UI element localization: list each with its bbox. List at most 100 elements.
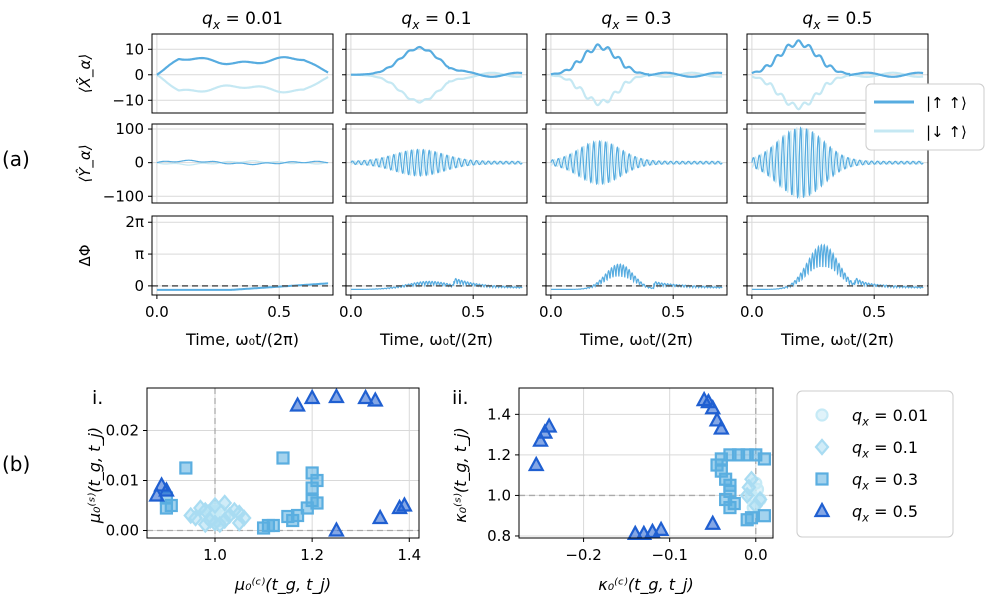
data-point-triangle bbox=[357, 388, 374, 405]
legend-marker-circle bbox=[815, 408, 829, 422]
xtick-label: 0.5 bbox=[267, 303, 291, 321]
axes-frame bbox=[345, 33, 528, 114]
data-point-square bbox=[744, 511, 759, 525]
series-down-up-line bbox=[550, 139, 723, 186]
panel-a-grid: qx = 0.01100−10⟨X̂_α⟩1000−100⟨Ŷ_α⟩2ππ0ΔΦ… bbox=[75, 9, 929, 349]
scatter-ylabel: κ₀⁽ˢ⁾(t_g, t_j) bbox=[451, 427, 471, 522]
ytick-label: 2π bbox=[125, 213, 144, 231]
data-point-triangle bbox=[158, 481, 175, 497]
scatter-ylabel: μ₀⁽ˢ⁾(t_g, t_j) bbox=[85, 427, 105, 524]
panel-b-legend: qx = 0.01 qx = 0.1 qx = 0.3 qx = 0.5 bbox=[796, 390, 954, 538]
ytick-label: 0.00 bbox=[106, 522, 139, 540]
series-square bbox=[159, 451, 324, 535]
data-point-square bbox=[723, 478, 737, 492]
legend-b-box bbox=[796, 390, 954, 538]
legend-marker-triangle bbox=[813, 501, 831, 518]
data-point-square bbox=[310, 496, 324, 510]
legend-marker-square bbox=[815, 472, 829, 486]
panel-b-scatter-plots: 1.0 1.2 1.4 0.00 0.01 0.02i. μ₀⁽ᶜ⁾(t_g, t_j) μ₀… bbox=[85, 387, 774, 595]
time-xlabel: Time, ω₀t/(2π) bbox=[579, 330, 693, 349]
ytick-label: 1.4 bbox=[487, 405, 511, 423]
column-title-2: qx = 0.3 bbox=[601, 9, 671, 32]
data-point-diamond bbox=[231, 514, 247, 532]
column-title-1: qx = 0.1 bbox=[401, 9, 471, 32]
series-triangle bbox=[148, 387, 413, 537]
time-xlabel: Time, ω₀t/(2π) bbox=[780, 330, 894, 349]
xtick-label: −0.2 bbox=[565, 546, 601, 564]
ytick-label: 0.01 bbox=[106, 472, 139, 490]
phase-difference-line bbox=[751, 243, 924, 290]
xtick-label: 0.0 bbox=[740, 303, 764, 321]
subpanel-label: ii. bbox=[452, 387, 469, 409]
ytick-label: 0.02 bbox=[106, 422, 139, 440]
axes-frame bbox=[746, 33, 929, 114]
xtick-label: 1.0 bbox=[203, 546, 227, 564]
series-down-up-line bbox=[751, 126, 924, 200]
data-point-triangle bbox=[289, 396, 306, 412]
subplot-r0-c1 bbox=[342, 33, 528, 114]
data-point-triangle bbox=[303, 388, 321, 405]
axes-frame bbox=[545, 123, 728, 204]
axes-frame bbox=[345, 123, 528, 204]
phase-difference-line bbox=[156, 282, 329, 291]
subplot-r0-c2 bbox=[542, 33, 728, 114]
series-up-up-line bbox=[550, 140, 723, 186]
data-point-square bbox=[727, 496, 741, 511]
data-point-triangle bbox=[148, 486, 166, 502]
ytick-label: 100 bbox=[115, 120, 144, 138]
axes-frame bbox=[746, 123, 929, 204]
legend-up-up-label: |↑ ↑⟩ bbox=[926, 94, 967, 112]
row-ylabel-2: ΔΦ bbox=[76, 244, 94, 266]
axes-frame bbox=[151, 33, 334, 114]
data-point-triangle bbox=[328, 521, 345, 537]
data-point-triangle bbox=[712, 419, 730, 435]
legend-label-circle: qx = 0.01 bbox=[852, 406, 928, 428]
ytick-label: −100 bbox=[103, 187, 144, 205]
scatter-plot-ii: −0.2 −0.1 0.0 0.8 1.0 1.2 1.4 ii. κ₀⁽ᶜ⁾(t_g, t_j… bbox=[451, 387, 774, 595]
axes-frame bbox=[545, 215, 728, 296]
subplot-r1-c2 bbox=[542, 123, 728, 204]
series-down-up-line bbox=[350, 148, 523, 177]
axes-frame bbox=[746, 215, 929, 296]
scatter-xlabel: κ₀⁽ᶜ⁾(t_g, t_j) bbox=[598, 575, 693, 595]
xtick-label: −0.1 bbox=[651, 546, 687, 564]
time-xlabel: Time, ω₀t/(2π) bbox=[379, 330, 493, 349]
series-down-up-line bbox=[751, 71, 924, 111]
legend-label-square: qx = 0.3 bbox=[852, 470, 918, 492]
ytick-label: 0 bbox=[134, 277, 144, 295]
row-ylabel-0: ⟨X̂_α⟩ bbox=[75, 54, 95, 93]
series-triangle bbox=[527, 390, 730, 541]
axes-frame bbox=[545, 33, 728, 114]
data-point-square bbox=[266, 518, 280, 533]
row-ylabel-1: ⟨Ŷ_α⟩ bbox=[75, 144, 95, 182]
series-up-up-line bbox=[350, 148, 523, 178]
axes-frame bbox=[146, 387, 420, 539]
subplot-r2-c3 bbox=[743, 215, 929, 296]
data-point-triangle bbox=[366, 391, 384, 407]
ytick-label: 0 bbox=[134, 154, 144, 172]
series-up-up-line bbox=[550, 43, 723, 78]
data-point-diamond bbox=[741, 478, 757, 497]
phase-difference-line bbox=[350, 277, 523, 290]
axes-frame bbox=[518, 387, 774, 539]
axes-frame bbox=[151, 215, 334, 296]
series-up-up-line bbox=[751, 126, 924, 200]
data-point-square bbox=[290, 508, 305, 523]
subpanel-label: i. bbox=[92, 387, 103, 409]
scatter-xlabel: μ₀⁽ᶜ⁾(t_g, t_j) bbox=[234, 575, 331, 595]
data-point-square bbox=[305, 466, 319, 480]
phase-difference-line bbox=[550, 263, 723, 290]
subplot-r0-c0 bbox=[148, 33, 334, 114]
series-up-up-line bbox=[156, 56, 329, 76]
column-title-0: qx = 0.01 bbox=[202, 9, 283, 32]
data-point-triangle bbox=[532, 431, 549, 447]
xtick-label: 0.5 bbox=[461, 303, 485, 321]
series-up-up-line bbox=[350, 45, 523, 78]
subplot-r1-c1 bbox=[342, 123, 528, 204]
xtick-label: 1.2 bbox=[300, 546, 324, 564]
panel-a-legend: |↑ ↑⟩ |↓ ↑⟩ bbox=[865, 83, 985, 151]
data-point-square bbox=[757, 452, 771, 466]
data-point-square bbox=[179, 461, 193, 475]
legend-label-diamond: qx = 0.1 bbox=[852, 438, 918, 460]
